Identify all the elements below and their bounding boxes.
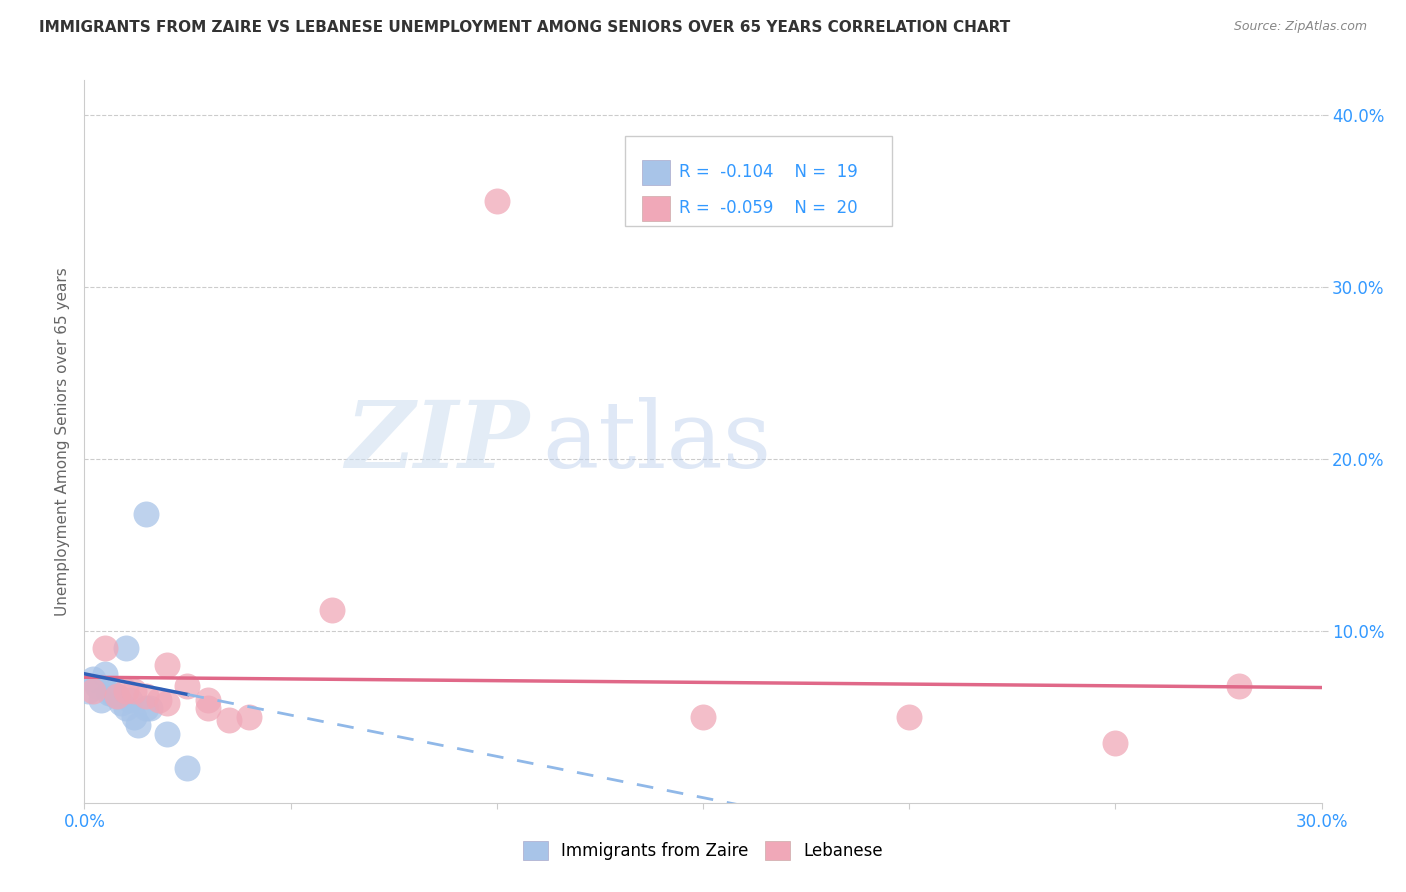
Point xyxy=(176,761,198,775)
Point xyxy=(114,640,136,655)
Point xyxy=(118,692,141,706)
Point xyxy=(90,692,112,706)
Point xyxy=(156,696,179,710)
Y-axis label: Unemployment Among Seniors over 65 years: Unemployment Among Seniors over 65 years xyxy=(55,268,70,615)
Point xyxy=(156,658,179,673)
Point xyxy=(110,696,132,710)
Point xyxy=(103,687,125,701)
Point xyxy=(122,684,145,698)
Point xyxy=(114,701,136,715)
Text: atlas: atlas xyxy=(543,397,772,486)
Point xyxy=(176,679,198,693)
Point xyxy=(86,679,108,693)
Point xyxy=(122,710,145,724)
Legend: Immigrants from Zaire, Lebanese: Immigrants from Zaire, Lebanese xyxy=(516,835,890,867)
Point xyxy=(94,640,117,655)
Point xyxy=(127,718,149,732)
Point xyxy=(218,713,240,727)
Point xyxy=(77,684,100,698)
Point xyxy=(156,727,179,741)
Point xyxy=(238,710,260,724)
Text: R =  -0.059    N =  20: R = -0.059 N = 20 xyxy=(679,199,858,218)
Text: R =  -0.104    N =  19: R = -0.104 N = 19 xyxy=(679,163,858,181)
Point xyxy=(1227,679,1250,693)
Point xyxy=(105,689,128,703)
Point xyxy=(197,692,219,706)
Point xyxy=(135,701,157,715)
Point xyxy=(98,686,121,700)
Point xyxy=(148,692,170,706)
Text: Source: ZipAtlas.com: Source: ZipAtlas.com xyxy=(1233,20,1367,33)
Point xyxy=(485,194,508,208)
Point xyxy=(898,710,921,724)
Point xyxy=(82,672,104,686)
Point xyxy=(135,689,157,703)
Point xyxy=(1104,735,1126,749)
Point xyxy=(82,684,104,698)
Point xyxy=(94,666,117,681)
Point xyxy=(114,684,136,698)
Point xyxy=(139,701,162,715)
Point xyxy=(135,507,157,521)
Text: ZIP: ZIP xyxy=(346,397,530,486)
Point xyxy=(197,701,219,715)
Point xyxy=(105,689,128,703)
Point xyxy=(692,710,714,724)
Text: IMMIGRANTS FROM ZAIRE VS LEBANESE UNEMPLOYMENT AMONG SENIORS OVER 65 YEARS CORRE: IMMIGRANTS FROM ZAIRE VS LEBANESE UNEMPL… xyxy=(39,20,1011,35)
Point xyxy=(321,603,343,617)
